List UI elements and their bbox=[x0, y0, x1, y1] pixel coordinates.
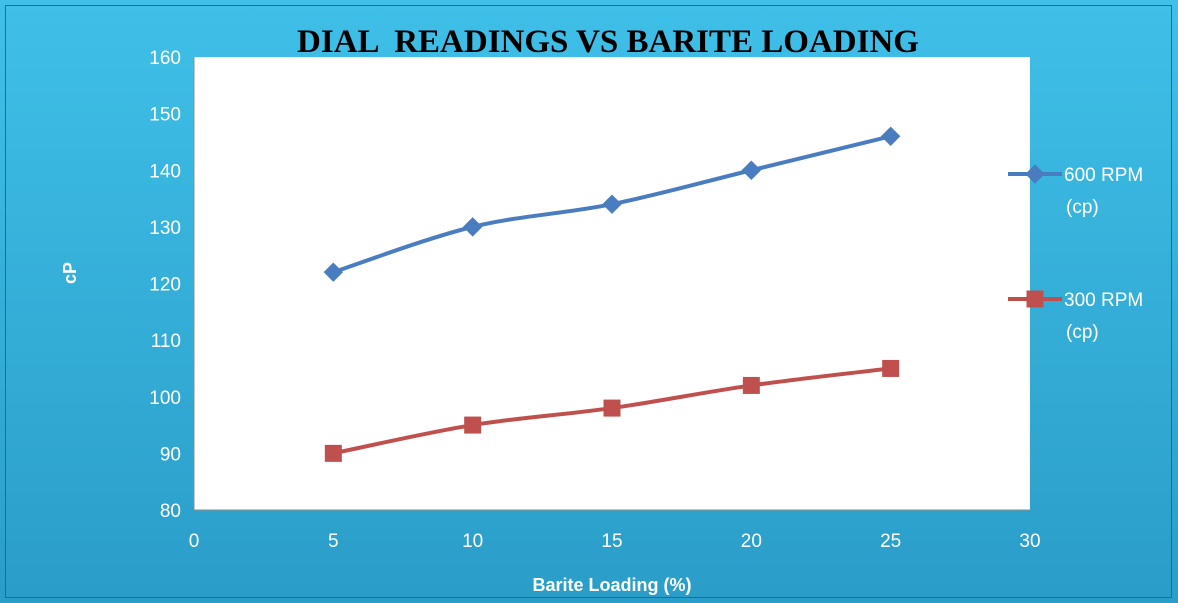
legend-label-line: 600 RPM bbox=[1064, 165, 1143, 186]
data-point bbox=[464, 416, 482, 434]
x-tick-label: 25 bbox=[880, 531, 901, 552]
y-tick-label: 80 bbox=[160, 501, 181, 522]
legend-label: 600 RPM (cp) bbox=[1064, 165, 1143, 218]
y-tick-label: 150 bbox=[149, 105, 181, 126]
tick-labels: 80 90 100 110 120 130 140 150 160 0 5 10 15 20 25 30 bbox=[149, 48, 1040, 552]
axes bbox=[193, 57, 1030, 511]
legend-entry-1: 600 RPM (cp) bbox=[1008, 164, 1143, 218]
data-point bbox=[324, 444, 342, 462]
legend-marker bbox=[1026, 290, 1044, 308]
legend-label-line: (cp) bbox=[1066, 197, 1099, 218]
x-axis-title: Barite Loading (%) bbox=[532, 575, 691, 595]
x-tick-label: 5 bbox=[328, 531, 339, 552]
plot-area bbox=[194, 57, 1030, 510]
data-point bbox=[880, 126, 901, 146]
y-tick-label: 120 bbox=[149, 275, 181, 296]
y-tick-label: 160 bbox=[149, 48, 181, 69]
series-2 bbox=[324, 359, 900, 462]
y-tick-label: 100 bbox=[149, 388, 181, 409]
y-tick-label: 130 bbox=[149, 218, 181, 239]
chart-title: DIAL READINGS VS BARITE LOADING bbox=[297, 24, 919, 60]
data-point bbox=[603, 399, 621, 417]
y-axis-title: cP bbox=[60, 262, 80, 284]
legend-label: 300 RPM (cp) bbox=[1064, 290, 1143, 343]
legend-label-line: (cp) bbox=[1066, 322, 1099, 343]
legend-entry-2: 300 RPM (cp) bbox=[1008, 290, 1143, 343]
y-tick-label: 90 bbox=[160, 444, 181, 465]
data-series bbox=[323, 126, 901, 462]
x-tick-label: 10 bbox=[462, 531, 483, 552]
chart-border bbox=[5, 5, 1172, 598]
data-point bbox=[323, 262, 344, 282]
x-tick-label: 15 bbox=[601, 531, 622, 552]
data-point bbox=[742, 376, 760, 394]
series-1 bbox=[323, 126, 901, 282]
x-tick-label: 30 bbox=[1019, 531, 1040, 552]
data-point bbox=[741, 160, 762, 180]
legend-label-line: 300 RPM bbox=[1064, 290, 1143, 311]
data-point bbox=[602, 194, 622, 214]
x-tick-label: 0 bbox=[189, 531, 200, 552]
data-point bbox=[882, 359, 900, 377]
legend-marker bbox=[1025, 164, 1045, 184]
data-point bbox=[462, 217, 483, 237]
y-tick-label: 110 bbox=[151, 331, 181, 352]
y-tick-label: 140 bbox=[149, 161, 181, 182]
legend: 600 RPM (cp) 300 RPM (cp) bbox=[1008, 164, 1143, 343]
x-tick-label: 20 bbox=[741, 531, 762, 552]
